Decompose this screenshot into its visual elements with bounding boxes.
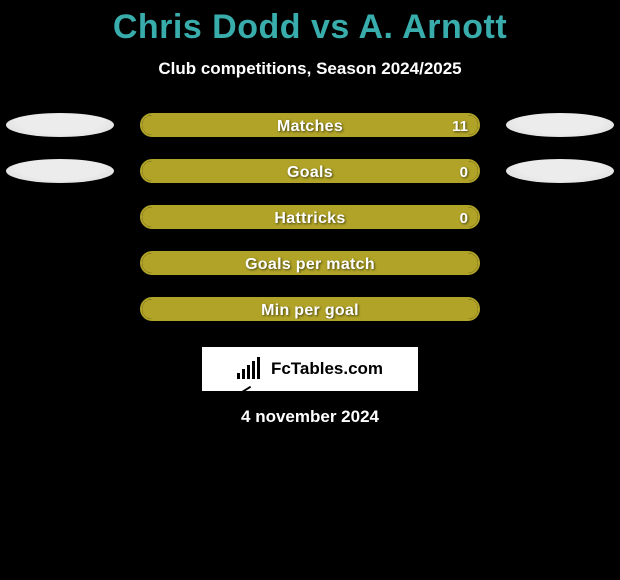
stat-label: Goals per match xyxy=(142,253,478,273)
stat-label: Hattricks xyxy=(142,207,478,227)
stat-bar: Hattricks0 xyxy=(140,205,480,229)
stat-row: Goals0 xyxy=(0,159,620,183)
player-right-oval xyxy=(506,159,614,183)
stat-value-right: 0 xyxy=(460,161,468,183)
logo-bars-icon xyxy=(237,357,267,381)
comparison-title: Chris Dodd vs A. Arnott xyxy=(0,8,620,47)
stat-value-right: 0 xyxy=(460,207,468,229)
player-left-oval xyxy=(6,113,114,137)
stats-rows: Matches11Goals0Hattricks0Goals per match… xyxy=(0,113,620,321)
player-right-oval xyxy=(506,113,614,137)
stat-row: Goals per match xyxy=(0,251,620,275)
stat-bar: Goals0 xyxy=(140,159,480,183)
player-left-oval xyxy=(6,159,114,183)
stat-label: Goals xyxy=(142,161,478,181)
stat-bar: Min per goal xyxy=(140,297,480,321)
logo-text: FcTables.com xyxy=(271,359,383,379)
fctables-logo: FcTables.com xyxy=(202,347,418,391)
stat-row: Hattricks0 xyxy=(0,205,620,229)
stat-label: Matches xyxy=(142,115,478,135)
stat-row: Min per goal xyxy=(0,297,620,321)
comparison-date: 4 november 2024 xyxy=(0,407,620,427)
stat-label: Min per goal xyxy=(142,299,478,319)
stat-bar: Matches11 xyxy=(140,113,480,137)
stat-value-right: 11 xyxy=(452,115,468,137)
stat-bar: Goals per match xyxy=(140,251,480,275)
comparison-subtitle: Club competitions, Season 2024/2025 xyxy=(0,59,620,79)
stat-row: Matches11 xyxy=(0,113,620,137)
